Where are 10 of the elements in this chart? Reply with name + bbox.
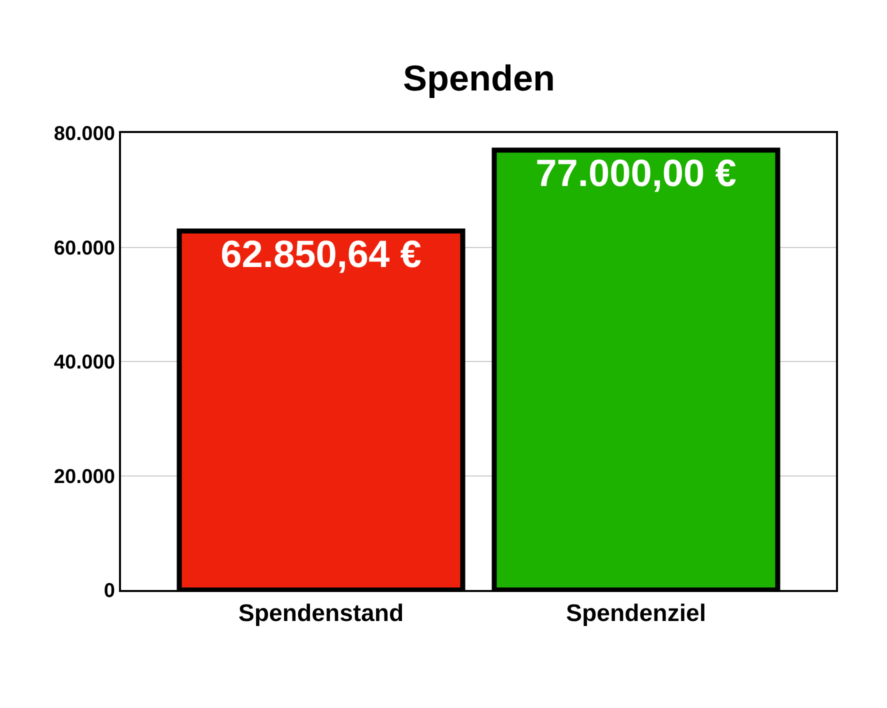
y-tick-label: 0 <box>104 580 115 602</box>
chart-title: Spenden <box>402 57 555 98</box>
y-tick-label: 60.000 <box>54 237 115 260</box>
y-tick-label: 20.000 <box>54 466 115 488</box>
data-label: 62.850,64 € <box>220 234 422 276</box>
y-tick-label: 40.000 <box>54 352 115 374</box>
x-tick-label: Spendenstand <box>238 600 404 627</box>
y-tick-label: 80.000 <box>54 123 115 145</box>
x-tick-label: Spendenziel <box>566 600 706 627</box>
data-label: 77.000,00 € <box>536 153 736 196</box>
